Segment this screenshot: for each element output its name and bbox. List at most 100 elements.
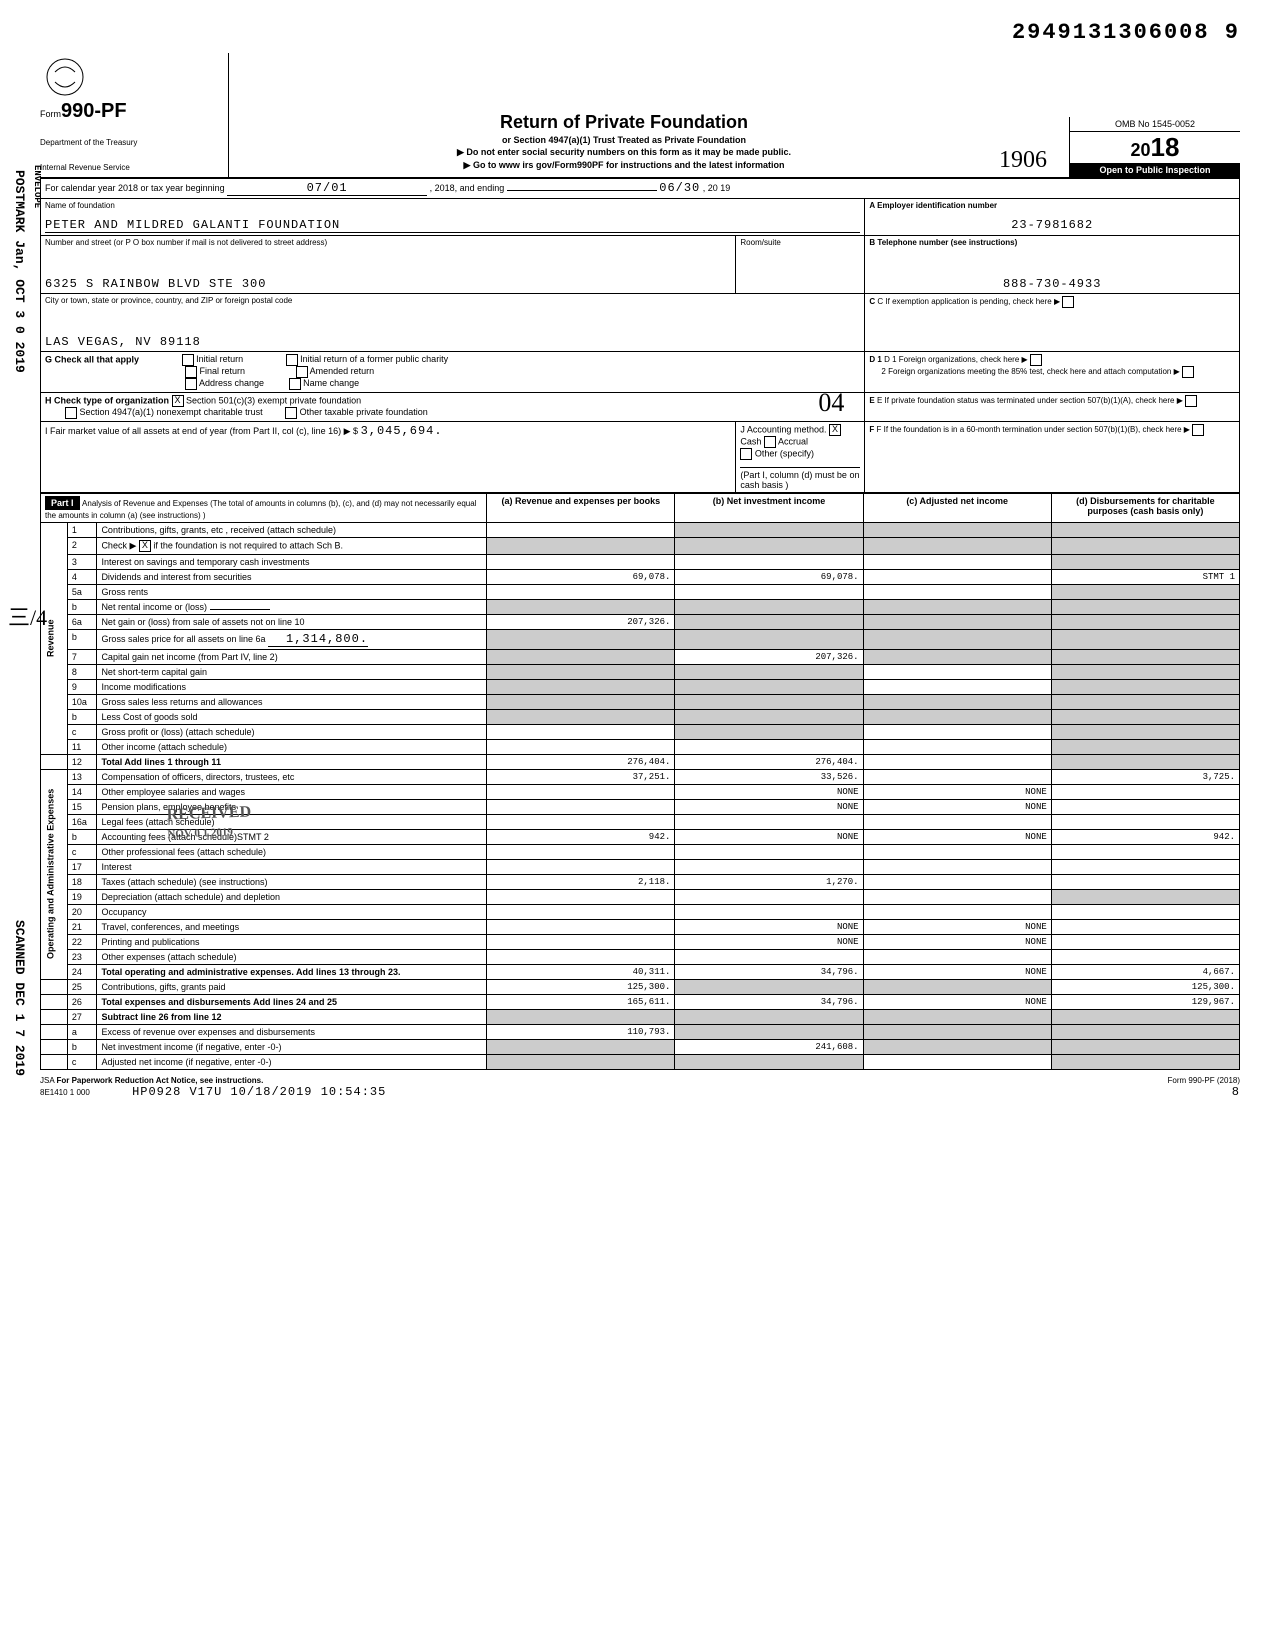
- amount-cell: 37,251.: [487, 769, 675, 784]
- h-501c3-checkbox[interactable]: X: [172, 395, 184, 407]
- amount-cell: NONE: [675, 934, 863, 949]
- amount-cell: NONE: [863, 829, 1051, 844]
- initial-former-checkbox[interactable]: [286, 354, 298, 366]
- h-4947-checkbox[interactable]: [65, 407, 77, 419]
- city-label: City or town, state or province, country…: [45, 296, 860, 305]
- exemption-checkbox[interactable]: [1062, 296, 1074, 308]
- header-center: Return of Private Foundation or Section …: [229, 108, 1019, 177]
- form-title: Return of Private Foundation: [237, 112, 1011, 133]
- line-text: Other professional fees (attach schedule…: [97, 844, 487, 859]
- d2-checkbox[interactable]: [1182, 366, 1194, 378]
- amount-cell: 207,326.: [675, 649, 863, 664]
- line-9: 9Income modifications: [41, 679, 1240, 694]
- line-num: 23: [67, 949, 97, 964]
- gross-sales-value: 1,314,800.: [268, 632, 368, 647]
- city-value: LAS VEGAS, NV 89118: [45, 335, 860, 349]
- e-checkbox[interactable]: [1185, 395, 1197, 407]
- line-16a: 16a Legal fees (attach schedule) RECEIVE…: [41, 814, 1240, 829]
- amount-cell: 276,404.: [487, 754, 675, 769]
- tax-year-end-yr: , 20 19: [703, 183, 731, 193]
- line-20: 20Occupancy: [41, 904, 1240, 919]
- line-27a: aExcess of revenue over expenses and dis…: [41, 1024, 1240, 1039]
- col-c-head: (c) Adjusted net income: [863, 493, 1051, 522]
- j-accrual-checkbox[interactable]: [764, 436, 776, 448]
- amount-cell: 125,300.: [1051, 979, 1239, 994]
- line-text: Interest on savings and temporary cash i…: [97, 554, 487, 569]
- i-value: 3,045,694.: [361, 424, 443, 438]
- f-checkbox[interactable]: [1192, 424, 1204, 436]
- f-label: F If the foundation is in a 60-month ter…: [877, 425, 1182, 434]
- line-text: Net gain or (loss) from sale of assets n…: [97, 614, 487, 629]
- amount-cell: 3,725.: [1051, 769, 1239, 784]
- col-a-head: (a) Revenue and expenses per books: [487, 493, 675, 522]
- form-ref: Form 990-PF (2018): [1168, 1076, 1240, 1085]
- line-text: Income modifications: [97, 679, 487, 694]
- line-7: 7Capital gain net income (from Part IV, …: [41, 649, 1240, 664]
- line-num: 8: [67, 664, 97, 679]
- line-num: a: [67, 1024, 97, 1039]
- line-num: 11: [67, 739, 97, 754]
- line-5b: bNet rental income or (loss): [41, 599, 1240, 614]
- handwritten-04: 04: [818, 388, 844, 418]
- line-num: c: [67, 1054, 97, 1069]
- jsa-label: JSA: [40, 1076, 54, 1085]
- footer-code: 8E1410 1 000: [40, 1088, 90, 1097]
- d1-checkbox[interactable]: [1030, 354, 1042, 366]
- tax-year: 18: [1151, 132, 1180, 162]
- line-num: 16a: [67, 814, 97, 829]
- name-change-checkbox[interactable]: [289, 378, 301, 390]
- line-num: 24: [67, 964, 97, 979]
- amount-cell: 1,270.: [675, 874, 863, 889]
- line-5a: 5aGross rents: [41, 584, 1240, 599]
- amount-cell: 4,667.: [1051, 964, 1239, 979]
- amount-cell: 34,796.: [675, 994, 863, 1009]
- line-num: b: [67, 599, 97, 614]
- g-final: Final return: [200, 366, 246, 376]
- line-num: 27: [67, 1009, 97, 1024]
- line-num: 15: [67, 799, 97, 814]
- line-num: 21: [67, 919, 97, 934]
- amount-cell: NONE: [863, 934, 1051, 949]
- i-label: I Fair market value of all assets at end…: [45, 426, 358, 436]
- d2-label: 2 Foreign organizations meeting the 85% …: [881, 367, 1171, 376]
- j-other-checkbox[interactable]: [740, 448, 752, 460]
- j-accrual: Accrual: [778, 436, 808, 446]
- line-23: 23Other expenses (attach schedule): [41, 949, 1240, 964]
- tax-year-begin: 07/01: [227, 181, 427, 196]
- form-subtitle-3: ▶ Go to www irs gov/Form990PF for instru…: [237, 160, 1011, 171]
- amount-cell: 125,300.: [487, 979, 675, 994]
- phone-label: B Telephone number (see instructions): [869, 238, 1235, 247]
- line-10b: bLess Cost of goods sold: [41, 709, 1240, 724]
- line-text: Net investment income (if negative, ente…: [97, 1039, 487, 1054]
- col-b-head: (b) Net investment income: [675, 493, 863, 522]
- j-cash-checkbox[interactable]: X: [829, 424, 841, 436]
- addr-change-checkbox[interactable]: [185, 378, 197, 390]
- line-num: 9: [67, 679, 97, 694]
- line-num: 26: [67, 994, 97, 1009]
- line-text: Subtract line 26 from line 12: [97, 1009, 487, 1024]
- amended-checkbox[interactable]: [296, 366, 308, 378]
- handwritten-1906: 1906: [999, 147, 1047, 174]
- line-text: Gross rents: [97, 584, 487, 599]
- line-text: Gross profit or (loss) (attach schedule): [97, 724, 487, 739]
- tax-year-end: 06/30: [659, 181, 700, 195]
- line-2: 2 Check ▶ X if the foundation is not req…: [41, 537, 1240, 554]
- line-text: Total Add lines 1 through 11: [97, 754, 487, 769]
- line-11: 11Other income (attach schedule): [41, 739, 1240, 754]
- sch-b-checkbox[interactable]: X: [139, 540, 151, 552]
- line-text: Printing and publications: [97, 934, 487, 949]
- h-other-checkbox[interactable]: [285, 407, 297, 419]
- final-return-checkbox[interactable]: [185, 366, 197, 378]
- line-24: 24Total operating and administrative exp…: [41, 964, 1240, 979]
- amount-cell: 942.: [487, 829, 675, 844]
- amount-cell: NONE: [863, 799, 1051, 814]
- line-27c: cAdjusted net income (if negative, enter…: [41, 1054, 1240, 1069]
- amount-cell: 129,967.: [1051, 994, 1239, 1009]
- line-12: 12Total Add lines 1 through 11 276,404.2…: [41, 754, 1240, 769]
- envelope-stamp: ENVELOPE: [32, 165, 42, 208]
- line-num: b: [67, 829, 97, 844]
- amount-cell: 69,078.: [487, 569, 675, 584]
- line-num: 13: [67, 769, 97, 784]
- line-text: Pension plans, employee benefits: [97, 799, 487, 814]
- initial-return-checkbox[interactable]: [182, 354, 194, 366]
